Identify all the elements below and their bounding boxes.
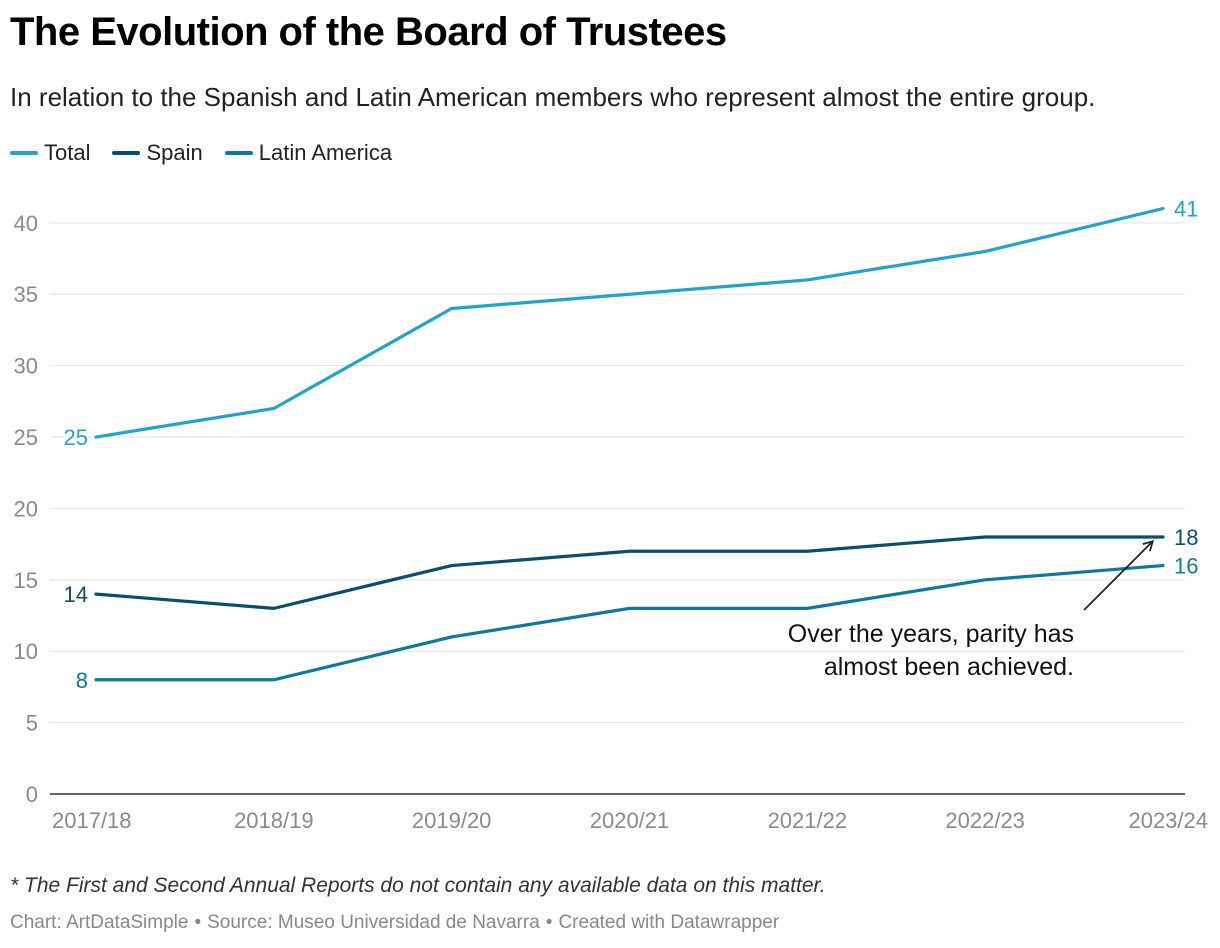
x-tick-label: 2022/23	[945, 808, 1025, 833]
y-tick-label: 5	[26, 711, 38, 736]
x-tick-label: 2018/19	[234, 808, 314, 833]
y-tick-label: 25	[14, 425, 38, 450]
series-line-latin-america	[94, 563, 1165, 682]
y-tick-label: 30	[14, 354, 38, 379]
y-tick-label: 40	[14, 211, 38, 236]
data-label-end-latin-america: 16	[1174, 554, 1198, 579]
chart-title: The Evolution of the Board of Trustees	[10, 10, 727, 54]
credit-chart: Chart: ArtDataSimple	[10, 912, 189, 933]
data-label-start-latin-america: 8	[76, 668, 88, 693]
data-label-end-spain: 18	[1174, 525, 1198, 550]
chart-subtitle: In relation to the Spanish and Latin Ame…	[10, 82, 1096, 112]
y-tick-label: 35	[14, 282, 38, 307]
y-tick-label: 15	[14, 568, 38, 593]
series-line-total	[94, 206, 1165, 439]
y-tick-label: 0	[26, 782, 38, 807]
legend-item-latin-america: Latin America	[224, 140, 393, 166]
legend-label-spain: Spain	[146, 140, 203, 165]
credits: Chart: ArtDataSimple • Source: Museo Unive…	[10, 912, 780, 933]
x-tick-label: 2021/22	[768, 808, 848, 833]
credit-source: Source: Museo Universidad de Navarra	[207, 912, 540, 933]
series-line-spain	[94, 535, 1165, 610]
x-tick-label: 2017/18	[52, 808, 132, 833]
y-tick-label: 20	[14, 496, 38, 521]
data-label-start-spain: 14	[64, 582, 88, 607]
x-tick-label: 2023/24	[1128, 808, 1208, 833]
credit-tool: Created with Datawrapper	[558, 912, 780, 933]
legend-item-total: Total	[10, 140, 90, 166]
annotation-text-line1: Over the years, parity has	[788, 620, 1074, 648]
legend-label-total: Total	[44, 140, 91, 165]
legend-swatch-latin-america	[224, 151, 253, 155]
data-label-start-total: 25	[64, 425, 88, 450]
legend-item-spain: Spain	[112, 140, 203, 166]
legend-swatch-spain	[112, 151, 141, 155]
annotation-text-line2: almost been achieved.	[824, 653, 1074, 681]
annotation-arrow	[1083, 539, 1155, 611]
y-tick-label: 10	[14, 639, 38, 664]
x-tick-label: 2019/20	[412, 808, 492, 833]
legend-swatch-total	[10, 151, 38, 155]
footnote: * The First and Second Annual Reports do…	[10, 874, 826, 897]
x-tick-label: 2020/21	[590, 808, 670, 833]
legend-label-latin-america: Latin America	[258, 140, 393, 165]
data-label-end-total: 41	[1174, 197, 1198, 222]
legend: Total Spain Latin America	[10, 140, 392, 166]
